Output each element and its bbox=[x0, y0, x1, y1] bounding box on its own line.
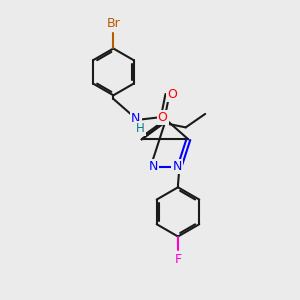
Text: N: N bbox=[172, 160, 182, 173]
Text: H: H bbox=[136, 122, 145, 135]
Text: O: O bbox=[158, 111, 167, 124]
Text: O: O bbox=[167, 88, 177, 101]
Text: Br: Br bbox=[106, 17, 120, 30]
Text: N: N bbox=[131, 112, 141, 125]
Text: N: N bbox=[148, 160, 158, 173]
Text: F: F bbox=[174, 253, 182, 266]
